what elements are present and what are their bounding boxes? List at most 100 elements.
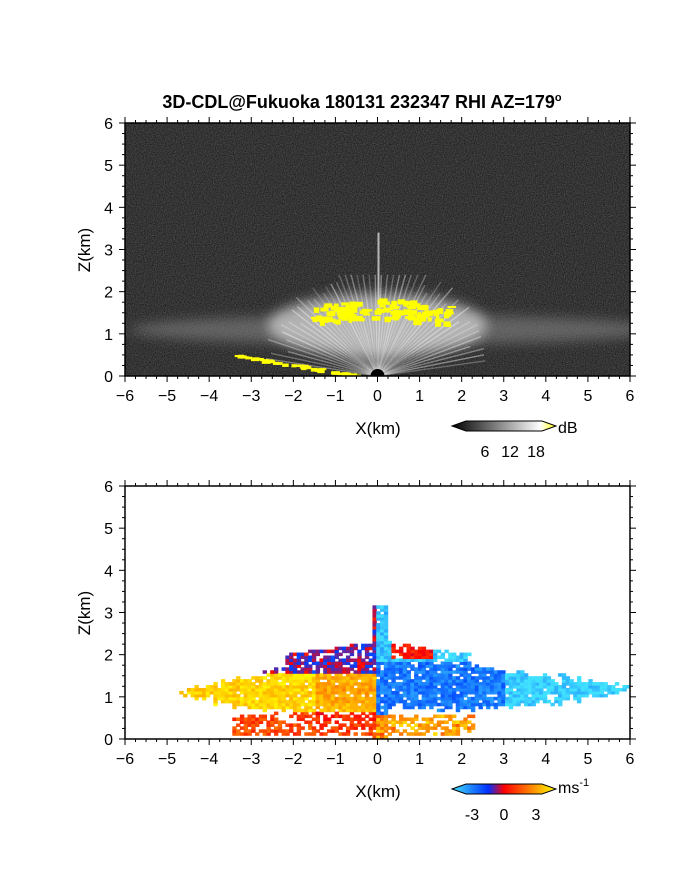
velocity-cell — [501, 685, 506, 689]
velocity-cell — [433, 676, 438, 680]
velocity-cell — [273, 729, 279, 733]
power-low-return-cell — [255, 357, 264, 361]
velocity-cell — [391, 643, 396, 648]
velocity-cell — [482, 679, 487, 683]
velocity-cell — [474, 699, 480, 704]
velocity-cell — [273, 696, 279, 701]
velocity-cell — [357, 699, 362, 704]
velocity-cell — [451, 655, 457, 660]
velocity-cell — [444, 696, 449, 701]
velocity-cell — [345, 667, 351, 671]
velocity-cell — [255, 679, 260, 683]
power-high-signal-cell — [379, 305, 386, 308]
power-beam — [377, 345, 471, 376]
velocity-cell — [334, 646, 339, 651]
velocity-cell — [391, 693, 396, 698]
velocity-cell — [372, 649, 377, 654]
velocity-cell — [372, 687, 377, 692]
velocity-cell — [433, 702, 438, 707]
velocity-cell — [251, 720, 256, 724]
velocity-cell — [372, 711, 377, 716]
velocity-cell — [349, 667, 355, 671]
velocity-cell — [467, 696, 472, 701]
velocity-cell — [345, 696, 351, 701]
velocity-cell — [508, 687, 514, 692]
velocity-cell — [342, 676, 347, 680]
velocity-cell — [273, 705, 279, 710]
velocity-cell — [383, 661, 389, 665]
velocity-cell — [304, 708, 309, 713]
velocity-cell — [580, 690, 586, 695]
velocity-cell — [194, 687, 199, 692]
velocity-cell — [512, 693, 517, 698]
velocity-cell — [584, 687, 589, 692]
velocity-cell — [380, 608, 385, 612]
velocity-cell — [277, 705, 283, 710]
velocity-cell — [281, 699, 286, 704]
velocity-cell — [380, 735, 385, 739]
velocity-cell — [410, 717, 415, 722]
velocity-cell — [383, 667, 389, 671]
power-beam — [377, 336, 481, 376]
velocity-cell — [220, 696, 226, 701]
power-high-signal-cell — [445, 309, 454, 315]
velocity-cell — [380, 617, 385, 621]
velocity-cell — [353, 714, 358, 719]
velocity-cell — [395, 682, 400, 686]
velocity-cell — [289, 658, 294, 663]
velocity-cell — [277, 690, 283, 695]
velocity-cell — [311, 687, 317, 692]
velocity-cell — [508, 696, 514, 701]
velocity-cell — [380, 679, 385, 683]
velocity-cell — [345, 679, 351, 683]
velocity-cell — [497, 687, 502, 692]
velocity-cell — [364, 652, 370, 657]
velocity-cell — [440, 699, 446, 704]
velocity-cell — [357, 664, 362, 668]
velocity-cell — [323, 670, 328, 674]
velocity-cell — [232, 687, 237, 692]
power-beam — [377, 321, 460, 376]
velocity-cell — [296, 655, 302, 660]
velocity-cell — [232, 729, 237, 733]
velocity-cell — [383, 676, 389, 680]
velocity-cell — [417, 646, 423, 651]
velocity-cell — [251, 717, 256, 722]
velocity-cell — [467, 687, 472, 692]
velocity-cell — [285, 693, 290, 698]
velocity-cell — [258, 717, 264, 722]
velocity-cell — [220, 690, 226, 695]
velocity-cell — [417, 682, 423, 686]
velocity-cell — [395, 661, 400, 665]
velocity-cell — [417, 687, 423, 692]
velocity-cell — [421, 705, 427, 710]
velocity-cell — [421, 723, 427, 727]
velocity-cell — [383, 623, 389, 627]
velocity-cell — [281, 732, 286, 736]
velocity-cell — [349, 676, 355, 680]
velocity-cell — [304, 673, 309, 677]
velocity-cell — [402, 670, 408, 674]
velocity-cell — [334, 667, 339, 671]
velocity-x-axis-label: X(km) — [355, 782, 400, 801]
velocity-cell — [323, 720, 328, 724]
velocity-cell — [380, 670, 385, 674]
velocity-cell — [486, 685, 491, 689]
velocity-cell — [470, 708, 476, 713]
velocity-cell — [451, 664, 457, 668]
velocity-cell — [372, 714, 377, 719]
velocity-cell — [349, 699, 355, 704]
velocity-cell — [501, 699, 506, 704]
velocity-cell — [213, 682, 218, 686]
velocity-cell — [414, 723, 419, 727]
velocity-cell — [330, 702, 336, 707]
velocity-cell — [467, 702, 472, 707]
velocity-cell — [542, 690, 548, 695]
velocity-cell — [402, 658, 408, 663]
velocity-cell — [243, 732, 249, 736]
velocity-cell — [436, 690, 442, 695]
velocity-cell — [361, 726, 366, 730]
velocity-cell — [258, 682, 264, 686]
velocity-cell — [273, 667, 279, 671]
velocity-cell — [304, 696, 309, 701]
